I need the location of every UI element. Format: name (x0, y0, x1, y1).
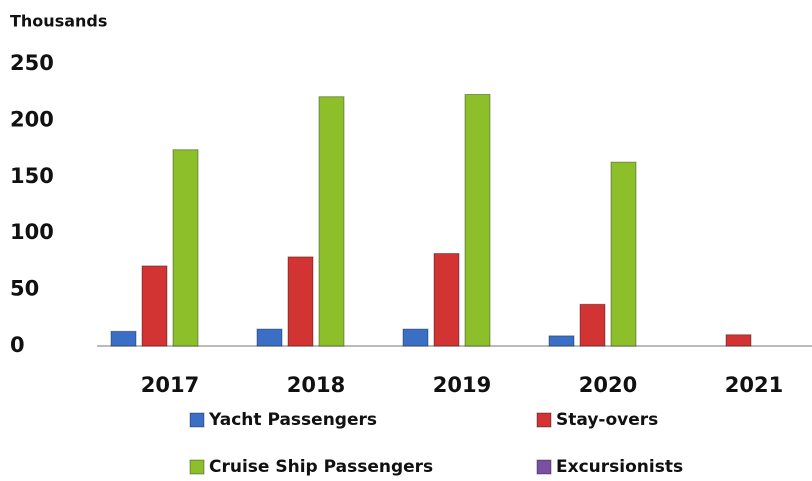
legend-label: Stay-overs (556, 410, 658, 430)
x-tick-label: 2021 (725, 373, 783, 397)
bar (172, 149, 199, 347)
bar (287, 256, 314, 347)
legend-swatch (189, 412, 205, 428)
x-tick-label: 2017 (141, 373, 199, 397)
x-tick-label: 2018 (287, 373, 345, 397)
bar (318, 96, 345, 347)
y-tick-label: 200 (10, 107, 54, 131)
bar (141, 265, 168, 347)
y-tick-label: 250 (10, 51, 54, 75)
legend-label: Yacht Passengers (208, 410, 377, 430)
y-tick-label: 0 (10, 333, 25, 357)
x-tick-label: 2019 (433, 373, 491, 397)
legend-swatch (536, 412, 552, 428)
bar (402, 328, 429, 347)
legend-label: Excursionists (556, 457, 683, 477)
bar (579, 303, 606, 347)
y-tick-label: 50 (10, 277, 39, 301)
y-tick-label: 150 (10, 164, 54, 188)
bar (433, 253, 460, 347)
legend-label: Cruise Ship Passengers (209, 457, 433, 477)
bar (256, 328, 283, 347)
bar (610, 161, 637, 347)
y-axis-label: Thousands (10, 12, 107, 31)
bar (725, 334, 752, 347)
legend-swatch (536, 459, 552, 475)
bar (110, 330, 137, 347)
bar (464, 93, 491, 347)
y-tick-label: 100 (10, 220, 54, 244)
legend-swatch (189, 459, 205, 475)
bar (548, 335, 575, 347)
x-tick-label: 2020 (579, 373, 637, 397)
